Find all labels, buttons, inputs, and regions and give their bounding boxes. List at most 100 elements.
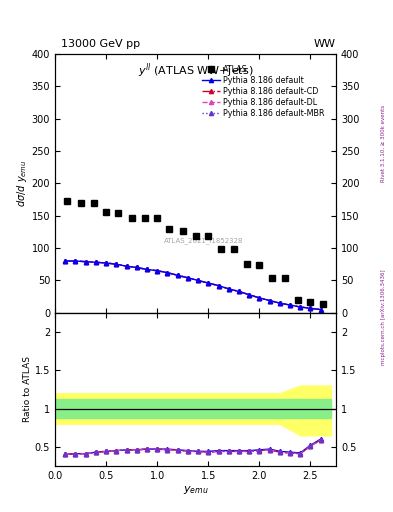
Pythia 8.186 default-MBR: [237, 288, 241, 294]
Pythia 8.186 default-CD: [257, 295, 262, 301]
ATLAS: [92, 200, 96, 206]
Pythia 8.186 default: [94, 259, 98, 265]
Pythia 8.186 default-CD: [114, 261, 119, 267]
Pythia 8.186 default: [124, 263, 129, 269]
ATLAS: [245, 261, 250, 267]
Pythia 8.186 default-MBR: [104, 260, 108, 266]
ATLAS: [143, 215, 147, 221]
Pythia 8.186 default-CD: [155, 268, 160, 274]
Pythia 8.186 default-CD: [73, 258, 78, 264]
Pythia 8.186 default-DL: [134, 264, 139, 270]
ATLAS: [218, 246, 223, 252]
Pythia 8.186 default-MBR: [63, 258, 68, 264]
Pythia 8.186 default-CD: [308, 305, 313, 311]
Pythia 8.186 default-CD: [288, 302, 292, 308]
Pythia 8.186 default-CD: [63, 258, 68, 264]
Pythia 8.186 default-MBR: [114, 261, 119, 267]
Pythia 8.186 default: [185, 275, 190, 281]
Pythia 8.186 default-MBR: [257, 295, 262, 301]
Pythia 8.186 default-CD: [104, 260, 108, 266]
Pythia 8.186 default: [298, 304, 303, 310]
Line: Pythia 8.186 default-DL: Pythia 8.186 default-DL: [63, 259, 323, 312]
Pythia 8.186 default: [114, 261, 119, 267]
Pythia 8.186 default: [134, 264, 139, 270]
Pythia 8.186 default: [237, 288, 241, 294]
Y-axis label: $d\sigma/d\ y_{emu}$: $d\sigma/d\ y_{emu}$: [15, 160, 29, 207]
ATLAS: [167, 226, 172, 232]
Pythia 8.186 default-CD: [134, 264, 139, 270]
Pythia 8.186 default: [196, 278, 200, 284]
Pythia 8.186 default-MBR: [175, 272, 180, 279]
ATLAS: [104, 209, 108, 215]
ATLAS: [116, 210, 121, 216]
Pythia 8.186 default-CD: [175, 272, 180, 279]
Pythia 8.186 default-DL: [226, 286, 231, 292]
Pythia 8.186 default-DL: [73, 258, 78, 264]
Text: WW: WW: [314, 38, 336, 49]
Pythia 8.186 default-MBR: [267, 297, 272, 304]
Pythia 8.186 default-CD: [165, 270, 170, 276]
Legend: ATLAS, Pythia 8.186 default, Pythia 8.186 default-CD, Pythia 8.186 default-DL, P: ATLAS, Pythia 8.186 default, Pythia 8.18…: [199, 61, 328, 121]
Pythia 8.186 default-MBR: [124, 263, 129, 269]
Pythia 8.186 default-CD: [237, 288, 241, 294]
Pythia 8.186 default-DL: [175, 272, 180, 279]
Pythia 8.186 default-DL: [94, 259, 98, 265]
Line: ATLAS: ATLAS: [64, 198, 326, 307]
Pythia 8.186 default-DL: [257, 295, 262, 301]
Text: Rivet 3.1.10, ≥ 300k events: Rivet 3.1.10, ≥ 300k events: [381, 105, 386, 182]
Pythia 8.186 default-MBR: [216, 283, 221, 289]
Pythia 8.186 default-MBR: [298, 304, 303, 310]
Pythia 8.186 default-DL: [83, 259, 88, 265]
Pythia 8.186 default-MBR: [206, 280, 211, 286]
ATLAS: [155, 215, 160, 221]
Pythia 8.186 default-DL: [145, 266, 149, 272]
Pythia 8.186 default: [63, 258, 68, 264]
Pythia 8.186 default-CD: [185, 275, 190, 281]
Pythia 8.186 default-MBR: [196, 278, 200, 284]
Pythia 8.186 default: [104, 260, 108, 266]
Text: ATLAS_2021_I1852328: ATLAS_2021_I1852328: [164, 237, 244, 244]
Pythia 8.186 default: [247, 292, 252, 298]
Pythia 8.186 default-CD: [216, 283, 221, 289]
Pythia 8.186 default-DL: [247, 292, 252, 298]
Pythia 8.186 default-MBR: [145, 266, 149, 272]
Pythia 8.186 default: [73, 258, 78, 264]
Pythia 8.186 default-MBR: [83, 259, 88, 265]
Pythia 8.186 default-MBR: [165, 270, 170, 276]
Pythia 8.186 default: [318, 307, 323, 313]
Pythia 8.186 default: [83, 259, 88, 265]
ATLAS: [231, 246, 236, 252]
Line: Pythia 8.186 default-MBR: Pythia 8.186 default-MBR: [63, 259, 323, 312]
Pythia 8.186 default-CD: [318, 307, 323, 313]
ATLAS: [65, 198, 70, 204]
ATLAS: [78, 200, 83, 206]
ATLAS: [296, 297, 301, 303]
Pythia 8.186 default-DL: [155, 268, 160, 274]
Pythia 8.186 default-CD: [226, 286, 231, 292]
Pythia 8.186 default-DL: [124, 263, 129, 269]
Pythia 8.186 default-DL: [318, 307, 323, 313]
ATLAS: [308, 300, 313, 306]
Pythia 8.186 default-CD: [145, 266, 149, 272]
Pythia 8.186 default-CD: [94, 259, 98, 265]
Text: $y^{ll}$ (ATLAS WW+jets): $y^{ll}$ (ATLAS WW+jets): [138, 61, 253, 80]
Pythia 8.186 default-CD: [267, 297, 272, 304]
Pythia 8.186 default-MBR: [94, 259, 98, 265]
Pythia 8.186 default-MBR: [308, 305, 313, 311]
Pythia 8.186 default: [165, 270, 170, 276]
Pythia 8.186 default-MBR: [155, 268, 160, 274]
Pythia 8.186 default-MBR: [226, 286, 231, 292]
Y-axis label: Ratio to ATLAS: Ratio to ATLAS: [23, 356, 32, 422]
Pythia 8.186 default-CD: [298, 304, 303, 310]
Line: Pythia 8.186 default-CD: Pythia 8.186 default-CD: [63, 259, 323, 312]
Pythia 8.186 default-CD: [277, 300, 282, 306]
Pythia 8.186 default: [277, 300, 282, 306]
Pythia 8.186 default-DL: [165, 270, 170, 276]
ATLAS: [283, 275, 287, 281]
Pythia 8.186 default-MBR: [288, 302, 292, 308]
Pythia 8.186 default-CD: [196, 278, 200, 284]
Pythia 8.186 default-CD: [124, 263, 129, 269]
Pythia 8.186 default: [288, 302, 292, 308]
Pythia 8.186 default-DL: [298, 304, 303, 310]
X-axis label: $y_{emu}$: $y_{emu}$: [183, 483, 208, 496]
